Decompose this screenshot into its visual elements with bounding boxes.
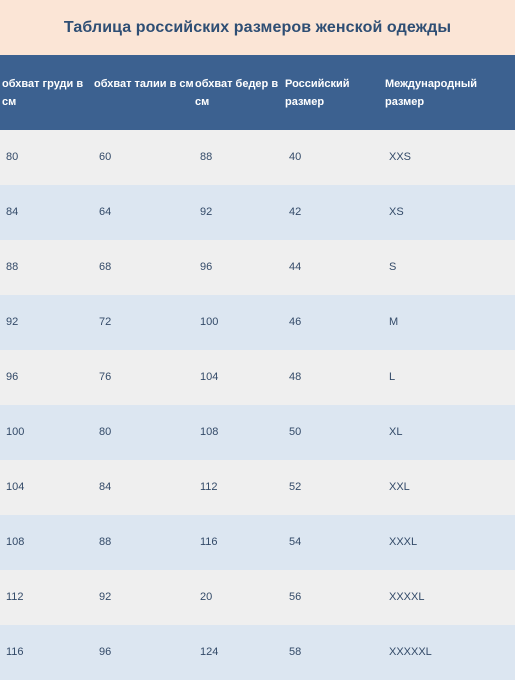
- table-row: 116 96 124 58 XXXXXL: [0, 625, 515, 680]
- waist-cell: 76: [99, 371, 112, 383]
- waist-cell: 60: [99, 151, 112, 163]
- international-size-cell: XXL: [389, 481, 410, 493]
- header-waist: обхват талии в см: [94, 78, 194, 90]
- russian-size-cell: 46: [289, 316, 302, 328]
- bust-cell: 112: [6, 591, 24, 603]
- international-size-cell: XXS: [389, 151, 412, 163]
- bust-cell: 108: [6, 536, 25, 548]
- hips-cell: 124: [200, 646, 219, 658]
- russian-size-cell: 52: [289, 481, 302, 493]
- bust-cell: 104: [6, 481, 25, 493]
- bust-cell: 84: [6, 206, 19, 218]
- waist-cell: 96: [99, 646, 112, 658]
- russian-size-cell: 50: [289, 426, 302, 438]
- header-international-size: Международный размер: [385, 78, 478, 108]
- hips-cell: 88: [200, 151, 213, 163]
- title-bar: Таблица российских размеров женской одеж…: [0, 0, 515, 55]
- header-russian-size: Российский размер: [285, 78, 350, 108]
- bust-cell: 96: [6, 371, 19, 383]
- table-row: 96 76 104 48 L: [0, 350, 515, 405]
- international-size-cell: M: [389, 316, 399, 328]
- russian-size-cell: 58: [289, 646, 302, 658]
- waist-cell: 84: [99, 481, 112, 493]
- bust-cell: 92: [6, 316, 19, 328]
- international-size-cell: XS: [389, 206, 404, 218]
- table-row: 92 72 100 46 M: [0, 295, 515, 350]
- hips-cell: 116: [200, 536, 218, 548]
- russian-size-cell: 56: [289, 591, 302, 603]
- table-header: обхват груди в см обхват талии в см обхв…: [0, 55, 515, 130]
- waist-cell: 68: [99, 261, 112, 273]
- russian-size-cell: 40: [289, 151, 302, 163]
- bust-cell: 88: [6, 261, 19, 273]
- table-row: 112 92 20 56 XXXXL: [0, 570, 515, 625]
- waist-cell: 72: [99, 316, 112, 328]
- table-row: 108 88 116 54 XXXL: [0, 515, 515, 570]
- russian-size-cell: 48: [289, 371, 302, 383]
- russian-size-cell: 42: [289, 206, 302, 218]
- hips-cell: 20: [200, 591, 213, 603]
- bust-cell: 100: [6, 426, 25, 438]
- size-table: обхват груди в см обхват талии в см обхв…: [0, 55, 515, 680]
- waist-cell: 80: [99, 426, 112, 438]
- page-title: Таблица российских размеров женской одеж…: [63, 18, 452, 36]
- hips-cell: 104: [200, 371, 219, 383]
- hips-cell: 92: [200, 206, 213, 218]
- international-size-cell: S: [389, 261, 397, 273]
- russian-size-cell: 44: [289, 261, 302, 273]
- header-hips: обхват бедер в см: [195, 78, 279, 108]
- table-row: 104 84 112 52 XXL: [0, 460, 515, 515]
- table-row: 80 60 88 40 XXS: [0, 130, 515, 185]
- russian-size-cell: 54: [289, 536, 302, 548]
- table-row: 88 68 96 44 S: [0, 240, 515, 295]
- hips-cell: 96: [200, 261, 213, 273]
- table-row: 100 80 108 50 XL: [0, 405, 515, 460]
- international-size-cell: XXXXXL: [389, 646, 432, 658]
- international-size-cell: XXXXL: [389, 591, 425, 603]
- hips-cell: 100: [200, 316, 219, 328]
- hips-cell: 112: [200, 481, 218, 493]
- table-body: 80 60 88 40 XXS 84 64 92 42 XS 88 68 96 44 S 92 72 100 46 M…: [0, 130, 515, 680]
- international-size-cell: XL: [389, 426, 403, 438]
- bust-cell: 116: [6, 646, 24, 658]
- international-size-cell: XXXL: [389, 536, 418, 548]
- international-size-cell: L: [389, 371, 396, 383]
- header-bust: обхват груди в см: [2, 78, 84, 108]
- bust-cell: 80: [6, 151, 19, 163]
- waist-cell: 64: [99, 206, 112, 218]
- waist-cell: 88: [99, 536, 112, 548]
- hips-cell: 108: [200, 426, 219, 438]
- table-row: 84 64 92 42 XS: [0, 185, 515, 240]
- waist-cell: 92: [99, 591, 112, 603]
